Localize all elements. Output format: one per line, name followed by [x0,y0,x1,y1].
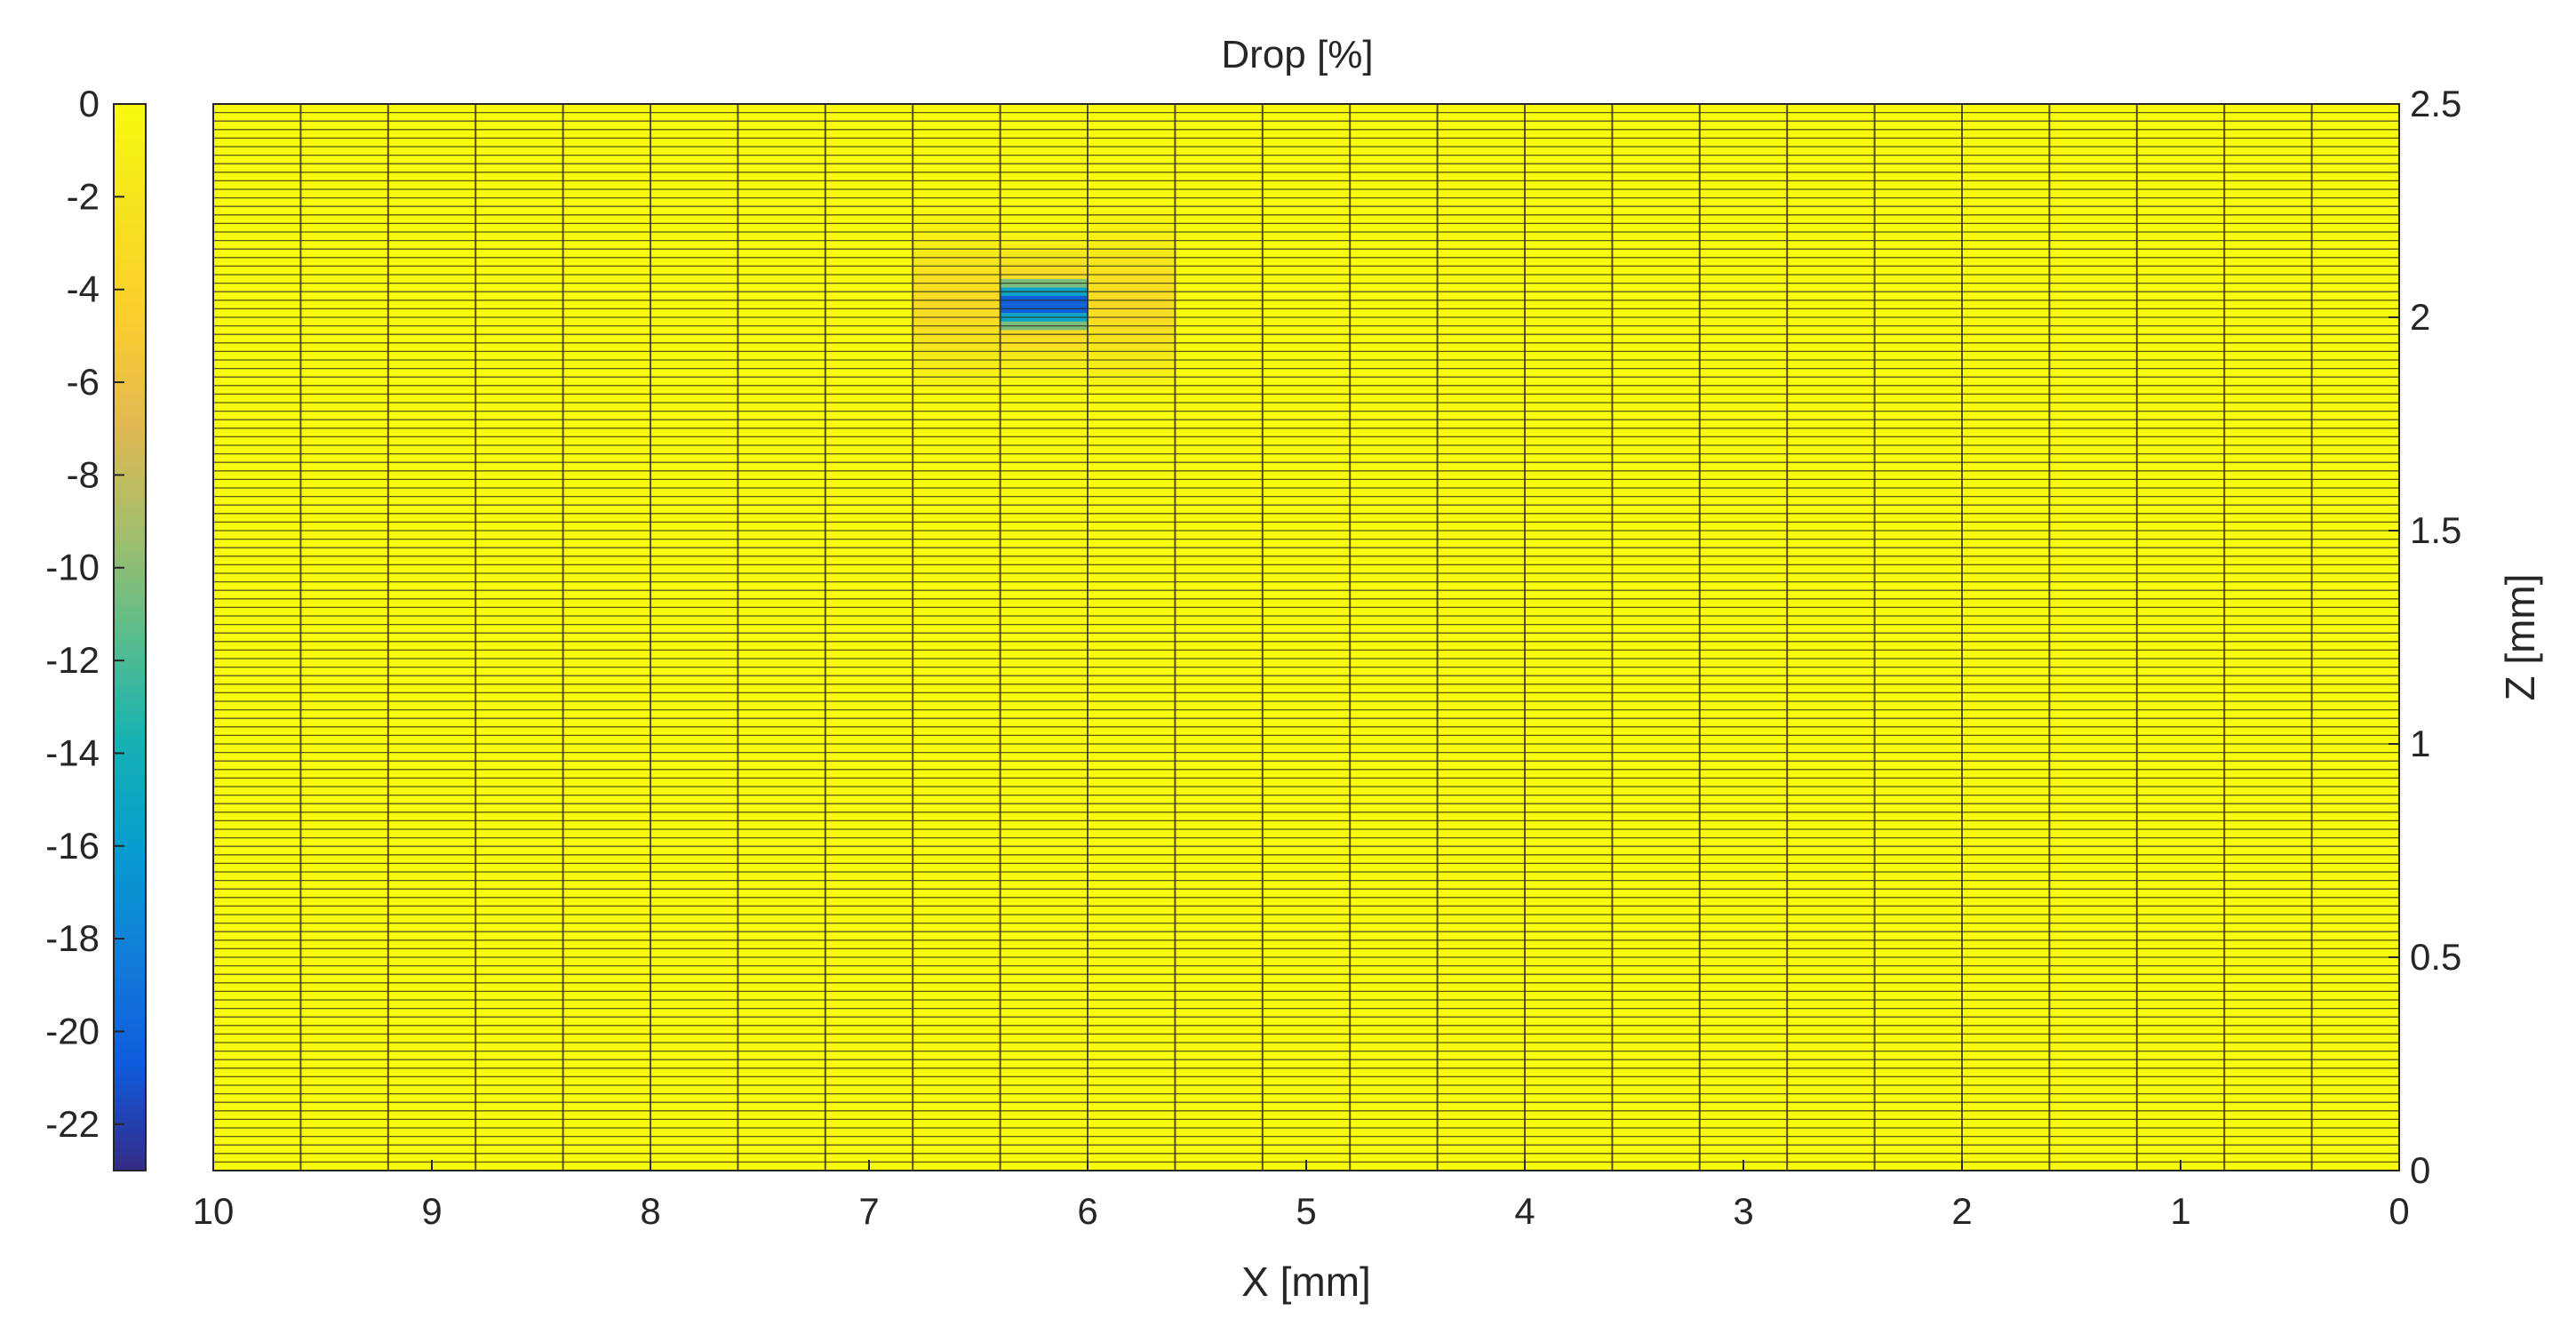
x-tick-label: 9 [421,1190,442,1232]
x-axis-label: X [mm] [1241,1259,1371,1305]
x-tick-label: 6 [1077,1190,1097,1232]
colorbar-tick-label: -22 [45,1103,100,1145]
mesh-grid [213,104,2399,1171]
colorbar-tick-label: -6 [67,361,100,403]
colorbar-tick-label: -18 [45,917,100,959]
colorbar-tick-label: -16 [45,825,100,867]
colorbar-tick-label: -10 [45,547,100,588]
x-axis: 10 9 8 7 6 5 4 3 2 1 0 [193,1160,2410,1232]
plot-area [213,104,2399,1171]
x-tick-label: 1 [2170,1190,2190,1232]
heatmap-background [213,104,2399,1171]
colorbar-tick-label: -2 [67,175,100,217]
z-tick-label: 1 [2410,723,2430,764]
x-tick-label: 8 [640,1190,660,1232]
colorbar-tick-label: -14 [45,731,100,773]
x-tick-label: 4 [1514,1190,1535,1232]
z-axis-label: Z [mm] [2497,573,2543,700]
colorbar: 0 -2 -4 -6 -8 -10 -12 -14 -16 -18 -20 -22 [45,83,147,1171]
x-tick-label: 7 [858,1190,879,1232]
x-tick-label: 2 [1951,1190,1972,1232]
z-axis: 2.5 2 1.5 1 0.5 0 [2389,83,2461,1191]
colorbar-tick-label: -4 [67,268,100,310]
z-tick-label: 0.5 [2410,936,2461,978]
colorbar-tick-label: -12 [45,639,100,681]
z-tick-label: 2 [2410,296,2430,338]
colorbar-tick-label: -8 [67,453,100,495]
x-tick-label: 10 [193,1190,235,1232]
z-tick-label: 0 [2410,1149,2430,1191]
z-tick-label: 1.5 [2410,509,2461,551]
chart-title: Drop [%] [1221,33,1373,76]
x-tick-label: 0 [2389,1190,2409,1232]
z-tick-label: 2.5 [2410,83,2461,124]
colorbar-tick-label: -20 [45,1010,100,1051]
x-tick-label: 3 [1733,1190,1753,1232]
x-tick-label: 5 [1296,1190,1316,1232]
colorbar-ticks: 0 -2 -4 -6 -8 -10 -12 -14 -16 -18 -20 -22 [45,83,124,1145]
colorbar-tick-label: 0 [79,83,100,124]
colorbar-scale [113,103,147,1171]
